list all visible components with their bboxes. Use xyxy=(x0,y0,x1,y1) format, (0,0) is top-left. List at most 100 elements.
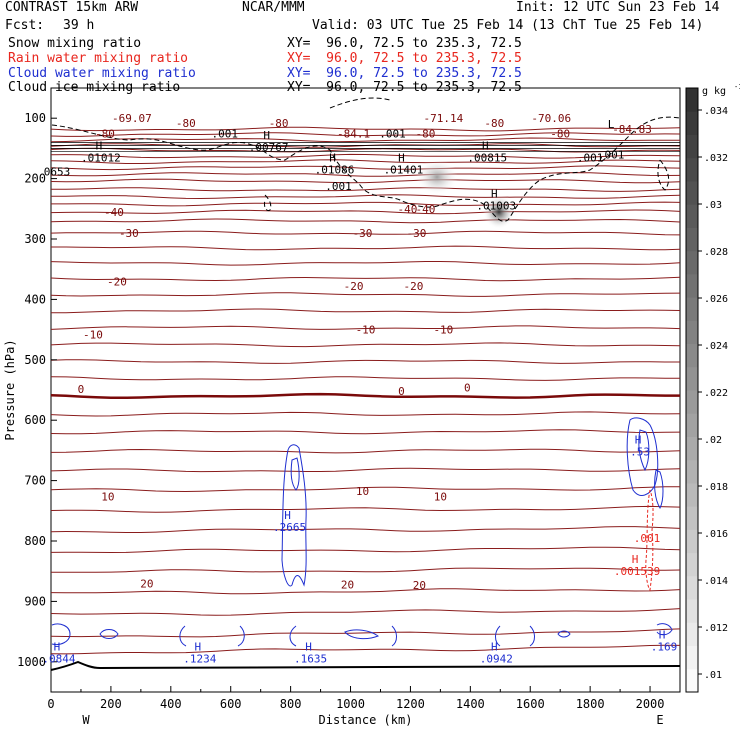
plot-frame xyxy=(50,87,681,693)
temperature-label: -30 xyxy=(119,227,139,240)
cloud-water-contour-2 xyxy=(290,457,300,491)
snow-field xyxy=(51,97,681,229)
y-tick-label: 800 xyxy=(24,534,46,548)
isotherm-line xyxy=(50,392,680,400)
colorbar-band xyxy=(686,297,698,321)
temperature-label: -80 xyxy=(269,117,289,130)
isotherm-line xyxy=(50,159,681,164)
isotherm-line xyxy=(50,147,681,153)
snow-label-value: .01401 xyxy=(384,163,424,176)
temperature-label: -10 xyxy=(83,328,103,341)
isotherm-line xyxy=(50,359,680,364)
snow-label-value: .01003 xyxy=(476,200,516,213)
isotherm-line xyxy=(50,325,681,330)
colorbar-band xyxy=(686,204,698,228)
cloud-water-label-value: .1635 xyxy=(294,653,327,666)
temperature-label: -80 xyxy=(95,127,115,140)
colorbar-band xyxy=(686,157,698,182)
cloud-water-label: H xyxy=(491,641,498,654)
field-cloudwater-xy: XY= 96.0, 72.5 to 235.3, 72.5 xyxy=(287,66,522,81)
colorbar-unit-label: g kg xyxy=(702,86,726,97)
colorbar-tick-label: .016 xyxy=(704,529,728,540)
colorbar-tick-label: .026 xyxy=(704,294,728,305)
snow-label-value: .00767 xyxy=(249,141,289,154)
isotherm-line xyxy=(50,209,681,215)
header-fcst-value: 39 h xyxy=(63,18,95,33)
colorbar-band xyxy=(686,320,698,345)
isotherm-line xyxy=(50,342,681,348)
snow-label: H xyxy=(96,139,103,152)
x-tick-label: 600 xyxy=(220,697,242,711)
field-rain-xy: XY= 96.0, 72.5 to 235.3, 72.5 xyxy=(287,51,522,66)
y-tick-label: 900 xyxy=(24,594,46,608)
isotherm-line xyxy=(50,137,681,143)
temperature-label: -84.83 xyxy=(612,123,652,136)
x-tick-label: 1800 xyxy=(576,697,605,711)
isotherm-line xyxy=(50,526,681,533)
cloud-water-bottom-8 xyxy=(656,623,673,636)
colorbar-tick-label: .012 xyxy=(704,623,728,634)
y-tick-label: 700 xyxy=(24,474,46,488)
temperature-label: -80 xyxy=(550,127,570,140)
cloud-water-label: H xyxy=(194,641,201,654)
isotherm-line xyxy=(50,178,681,184)
x-tick-label: 1600 xyxy=(516,697,545,711)
contour-labels: -69.07 -80 -80 -71.14 -80 -70.06 -80 -84.1 -80 -8… xyxy=(42,112,677,666)
temperature-label: 0 xyxy=(464,382,471,395)
temperature-label: 10 xyxy=(356,485,369,498)
colorbar-band xyxy=(686,88,698,112)
colorbar-band xyxy=(686,413,698,437)
y-tick-label: 200 xyxy=(24,172,46,186)
temperature-label: 0 xyxy=(398,385,405,398)
isotherm-line xyxy=(50,411,681,417)
colorbar-band xyxy=(686,552,698,577)
snow-001-contour-top xyxy=(329,97,391,109)
isotherm-line xyxy=(50,608,681,616)
x-tick-label: 1400 xyxy=(456,697,485,711)
isotherm-line xyxy=(50,172,681,177)
temperature-label: -84.1 xyxy=(337,127,370,140)
snow-001-contour-lower xyxy=(264,194,272,211)
colorbar-tick-label: .018 xyxy=(704,482,728,493)
y-tick-label: 600 xyxy=(24,413,46,427)
colorbar-band xyxy=(686,390,698,414)
isotherm-line xyxy=(51,245,681,251)
temperature-label: -40 xyxy=(104,206,124,219)
colorbar-band xyxy=(686,227,698,252)
cloud-water-field xyxy=(51,417,673,647)
colorbar-tick-label: .02 xyxy=(704,435,722,446)
colorbar-band xyxy=(686,180,698,205)
colorbar-tick-label: .014 xyxy=(704,576,728,587)
cloud-water-label: H xyxy=(54,641,61,654)
temperature-label: 10 xyxy=(101,490,114,503)
temperature-label: 20 xyxy=(140,577,153,590)
cloud-water-bottom-6 xyxy=(495,625,535,647)
colorbar-band xyxy=(686,111,698,135)
temperature-label: -70.06 xyxy=(531,112,571,125)
colorbar-tick-label: .024 xyxy=(704,341,728,352)
snow-label: H xyxy=(329,151,336,164)
temperature-label: -80 xyxy=(415,127,435,140)
isotherm-line xyxy=(50,505,681,513)
temperature-label: 20 xyxy=(341,578,354,591)
cloud-water-bottom-7 xyxy=(557,630,571,638)
isotherm-line xyxy=(50,628,681,638)
isotherm-line xyxy=(50,448,681,454)
temperature-label: -20 xyxy=(403,280,423,293)
y-axis-title: Pressure (hPa) xyxy=(3,339,17,440)
cloud-water-label: H xyxy=(659,629,666,642)
temperature-label: 0 xyxy=(78,383,85,396)
snow-label-value: .01012 xyxy=(81,151,121,164)
terrain-line xyxy=(50,660,681,671)
colorbar-band xyxy=(686,250,698,275)
colorbar-unit-exponent: -1 xyxy=(734,83,740,91)
temperature-label: -10 xyxy=(356,324,376,337)
colorbar-frame xyxy=(685,87,699,693)
temperature-label: 10 xyxy=(434,490,447,503)
colorbar-tick-label: .03 xyxy=(704,200,722,211)
snow-label: .001 xyxy=(325,180,352,193)
temperature-label: -20 xyxy=(344,280,364,293)
axes: 0 200 400 600 800 1000 1200 1400 1600 1800 2000100… xyxy=(3,111,665,727)
cloud-water-label-value: .169 xyxy=(651,641,678,654)
